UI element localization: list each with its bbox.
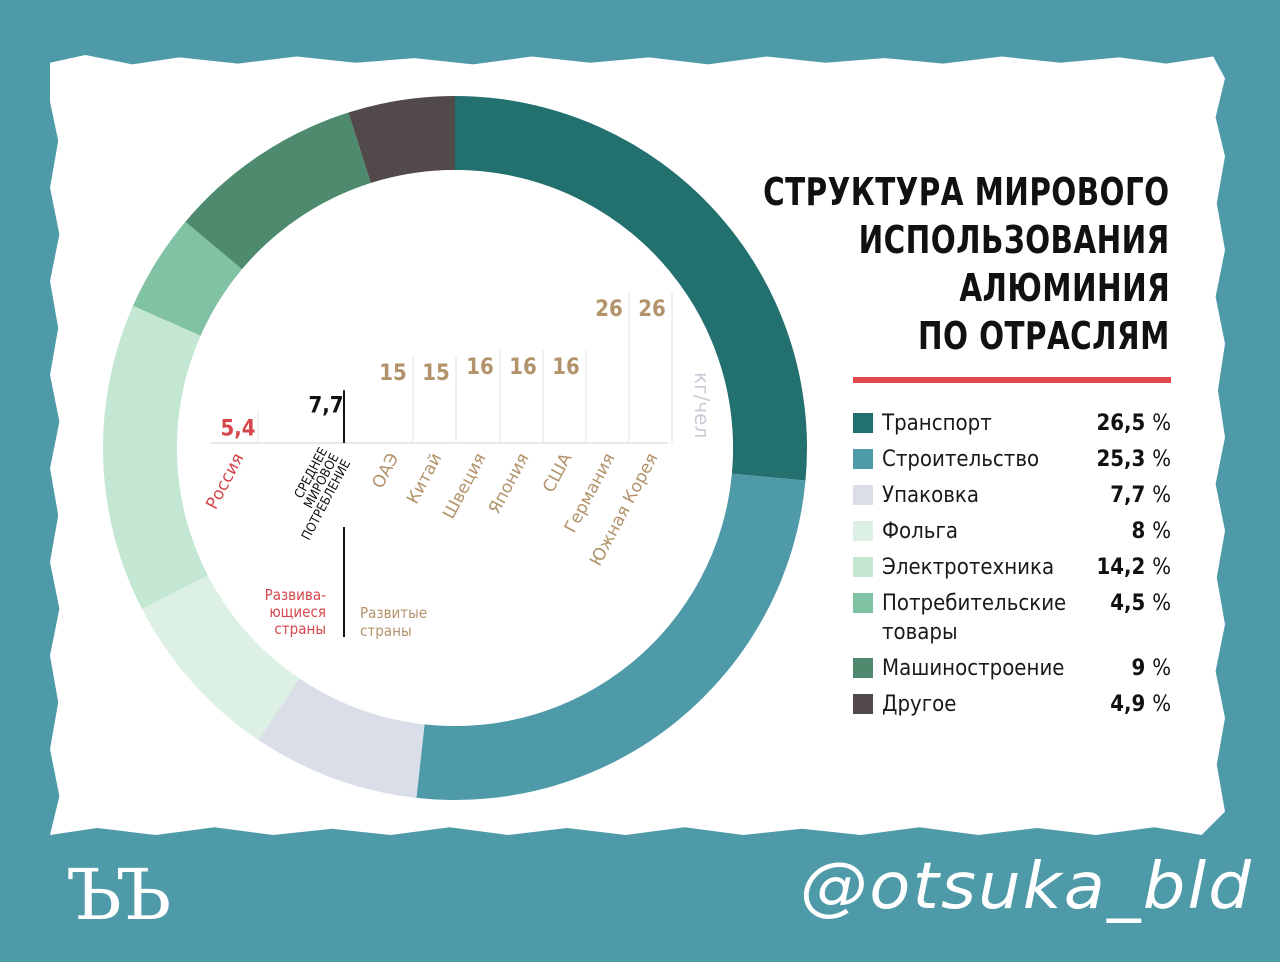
legend-swatch xyxy=(853,521,873,541)
title-underline xyxy=(853,377,1171,383)
legend-label: Машиностроение xyxy=(882,656,1065,681)
legend-value: 4,5 % xyxy=(1110,591,1171,616)
average-value: 7,7 xyxy=(308,393,343,418)
bar-value-сша: 16 xyxy=(552,355,580,380)
legend-value: 9 % xyxy=(1131,656,1171,681)
legend-swatch xyxy=(853,694,873,714)
donut-slice-строительство xyxy=(416,473,806,800)
author-handle: @otsuka_bld xyxy=(800,850,1254,924)
legend-swatch xyxy=(853,449,873,469)
donut-slice-упаковка xyxy=(258,678,425,798)
legend-value: 25,3 % xyxy=(1096,447,1171,472)
legend-label: Другое xyxy=(882,692,957,717)
legend-swatch xyxy=(853,557,873,577)
donut-slice-электротехника xyxy=(102,305,208,610)
legend-label: Упаковка xyxy=(882,483,979,508)
bar-value-оаэ: 15 xyxy=(379,361,407,386)
donut-slice-другое xyxy=(348,96,455,184)
legend-swatch xyxy=(853,485,873,505)
legend-value: 8 % xyxy=(1131,519,1171,544)
legend-value: 26,5 % xyxy=(1096,411,1171,436)
group-label-developed: страны xyxy=(360,622,412,640)
donut-slices xyxy=(102,96,808,800)
bar-value-южная-корея: 26 xyxy=(638,297,666,322)
donut-slice-машиностроение xyxy=(185,112,371,270)
legend-label: Потребительские товары xyxy=(882,591,1067,645)
legend-value: 14,2 % xyxy=(1096,555,1171,580)
logo: ЪЪ xyxy=(66,854,171,936)
legend-label: Строительство xyxy=(882,447,1040,472)
legend-value: 7,7 % xyxy=(1110,483,1171,508)
legend-label: Электротехника xyxy=(882,555,1055,580)
bar-value-германия: 26 xyxy=(595,297,623,322)
donut-slice-транспорт xyxy=(455,96,808,481)
title-line-4: ПО ОТРАСЛЯМ xyxy=(918,314,1170,358)
group-label-developing: ющиеся xyxy=(269,603,326,621)
group-label-developing: Развива- xyxy=(265,586,327,604)
title-line-3: АЛЮМИНИЯ xyxy=(959,266,1170,310)
legend-swatch xyxy=(853,658,873,678)
title-line-1: СТРУКТУРА МИРОВОГО xyxy=(763,170,1170,214)
legend-value: 4,9 % xyxy=(1110,692,1171,717)
bar-value-япония: 16 xyxy=(509,355,537,380)
legend-swatch xyxy=(853,593,873,613)
bar-value-россия: 5,4 xyxy=(220,417,255,442)
group-label-developing: страны xyxy=(274,620,326,638)
donut-hole xyxy=(177,170,733,726)
title-line-2: ИСПОЛЬЗОВАНИЯ xyxy=(858,218,1170,262)
legend-label: Фольга xyxy=(882,519,958,544)
donut-slice-потребительские-товары xyxy=(132,221,243,336)
bar-value-китай: 15 xyxy=(422,361,450,386)
unit-label: кг/чел xyxy=(690,372,714,438)
legend-swatch xyxy=(853,413,873,433)
donut-slice-фольга xyxy=(142,575,300,740)
bar-value-швеция: 16 xyxy=(466,355,494,380)
group-label-developed: Развитые xyxy=(360,604,427,622)
legend-label: Транспорт xyxy=(882,411,992,436)
